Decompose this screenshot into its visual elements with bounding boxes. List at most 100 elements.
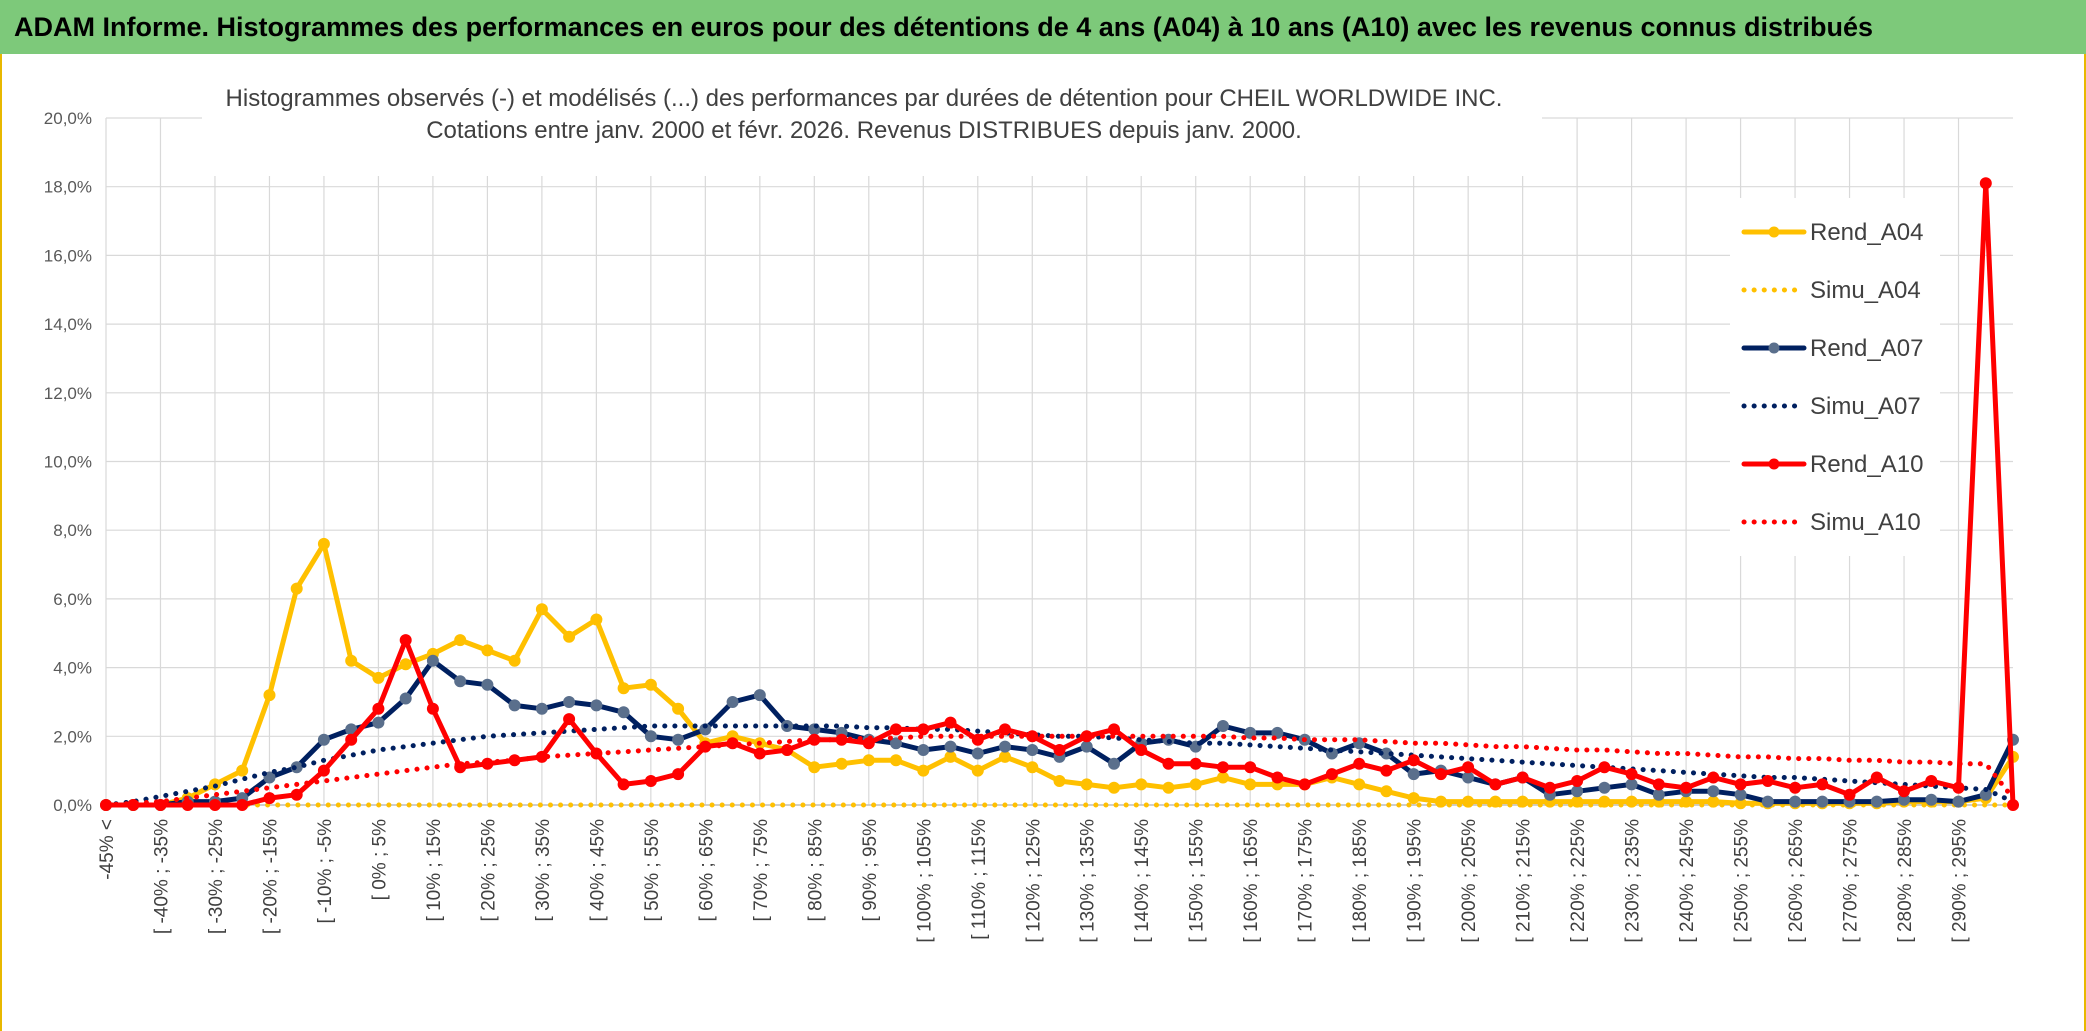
data-point-rend-a07	[971, 747, 984, 760]
data-point-rend-a04	[399, 658, 412, 671]
data-point-rend-a10	[944, 716, 957, 729]
y-tick-label: 2,0%	[53, 727, 92, 746]
data-point-rend-a04	[1026, 761, 1039, 774]
data-point-rend-a04	[563, 630, 576, 643]
title-background	[202, 78, 1542, 176]
data-point-rend-a10	[890, 723, 902, 736]
legend-item-rend-a04: Rend_A04	[1741, 219, 1923, 246]
data-point-rend-a10	[1816, 778, 1829, 791]
data-point-rend-a10	[372, 702, 385, 715]
data-point-rend-a04	[1162, 781, 1175, 794]
legend-label: Simu_A07	[1810, 393, 1921, 420]
data-point-rend-a07	[590, 699, 603, 712]
data-point-rend-a10	[1680, 781, 1693, 794]
legend-marker	[1768, 226, 1780, 238]
data-point-rend-a04	[590, 613, 603, 626]
x-tick-label: [ 90% ; 95%	[860, 819, 881, 922]
data-point-rend-a04	[862, 754, 875, 767]
data-point-rend-a07	[426, 654, 439, 667]
data-point-rend-a10	[1244, 761, 1257, 774]
data-point-rend-a04	[1353, 778, 1366, 791]
data-point-rend-a04	[1407, 792, 1420, 805]
data-point-rend-a07	[1598, 781, 1611, 794]
data-point-rend-a04	[372, 671, 385, 684]
x-axis: -45% < [ -40% ; -35% [ -30% ; -25% [ -20% ;…	[97, 804, 2013, 943]
x-tick-label: [ 60% ; 65%	[696, 819, 717, 922]
report-banner: ADAM Informe. Histogrammes des performan…	[0, 0, 2086, 54]
x-tick-label: [ 240% ; 245%	[1677, 819, 1698, 943]
data-point-rend-a04	[263, 689, 276, 702]
data-point-rend-a04	[971, 764, 984, 777]
data-point-rend-a10	[426, 702, 439, 715]
data-point-rend-a07	[399, 692, 412, 705]
data-point-rend-a10	[1543, 781, 1556, 794]
data-point-rend-a07	[1625, 778, 1638, 791]
x-tick-label: [ 50% ; 55%	[642, 819, 663, 922]
data-point-rend-a10	[1489, 778, 1502, 791]
data-point-rend-a10	[917, 723, 930, 736]
data-point-rend-a07	[317, 733, 330, 746]
x-tick-label: [ -10% ; -5%	[315, 819, 336, 924]
chart-gridlines	[105, 117, 2013, 806]
series-rend-a04	[100, 537, 2019, 811]
data-point-rend-a07	[1652, 788, 1665, 801]
data-point-rend-a07	[1707, 785, 1720, 798]
data-point-rend-a10	[1761, 775, 1774, 787]
data-point-rend-a10	[290, 788, 303, 801]
data-point-rend-a07	[890, 737, 902, 750]
x-tick-label: [ 130% ; 135%	[1078, 819, 1099, 943]
data-point-rend-a10	[345, 733, 358, 746]
x-tick-label: [ 290% ; 295%	[1950, 819, 1971, 943]
data-point-rend-a10	[1407, 754, 1420, 767]
data-point-rend-a04	[317, 537, 330, 550]
legend-label: Simu_A10	[1810, 509, 1921, 536]
data-point-rend-a04	[508, 654, 521, 667]
data-point-rend-a07	[1026, 744, 1039, 756]
x-tick-label: [ 120% ; 125%	[1023, 819, 1044, 943]
legend-item-simu-a07: Simu_A07	[1741, 393, 1921, 420]
legend-item-rend-a10: Rend_A10	[1741, 451, 1923, 478]
legend-label: Rend_A10	[1810, 451, 1923, 478]
data-point-rend-a10	[1325, 768, 1338, 781]
performance-histogram-chart: Histogrammes observés (-) et modélisés (…	[44, 78, 2019, 943]
data-point-rend-a10	[1434, 768, 1447, 781]
data-point-rend-a10	[1162, 757, 1175, 770]
legend-background	[1730, 198, 1940, 556]
x-tick-label: [ 270% ; 275%	[1841, 819, 1862, 943]
x-tick-label: [ -40% ; -35%	[151, 819, 172, 934]
data-point-rend-a10	[999, 723, 1011, 736]
data-point-rend-a07	[1761, 795, 1774, 808]
legend-marker	[1768, 458, 1780, 470]
data-point-rend-a10	[672, 768, 685, 781]
data-point-rend-a07	[917, 744, 930, 756]
data-point-rend-a07	[1925, 793, 1938, 806]
series-line-simu-a07	[103, 723, 2016, 808]
data-point-rend-a07	[1462, 771, 1475, 784]
data-point-rend-a04	[1053, 775, 1066, 787]
data-point-rend-a10	[1625, 768, 1638, 781]
data-point-rend-a07	[508, 699, 521, 712]
data-point-rend-a04	[1189, 778, 1202, 791]
data-point-rend-a04	[890, 754, 902, 767]
data-point-rend-a07	[1571, 785, 1584, 798]
x-tick-label: [ 140% ; 145%	[1132, 819, 1153, 943]
data-point-rend-a07	[263, 771, 276, 784]
data-point-rend-a04	[454, 634, 467, 647]
data-point-rend-a04	[917, 764, 930, 777]
y-tick-label: 0,0%	[53, 796, 92, 815]
data-point-rend-a10	[1843, 788, 1856, 801]
x-tick-label: [ 110% ; 115%	[969, 819, 990, 940]
chart-title-block: Histogrammes observés (-) et modélisés (…	[202, 78, 1542, 176]
data-point-rend-a10	[1652, 778, 1665, 791]
data-point-rend-a10	[1135, 744, 1148, 756]
data-point-rend-a10	[1189, 757, 1202, 770]
legend-item-rend-a07: Rend_A07	[1741, 335, 1923, 362]
data-point-rend-a07	[1080, 740, 1093, 753]
data-point-rend-a07	[535, 702, 548, 715]
data-point-rend-a10	[781, 744, 794, 756]
data-point-rend-a07	[944, 740, 957, 753]
data-point-rend-a07	[481, 678, 494, 691]
data-point-rend-a04	[236, 764, 249, 777]
data-point-rend-a10	[1789, 781, 1802, 794]
data-point-rend-a04	[481, 644, 494, 657]
